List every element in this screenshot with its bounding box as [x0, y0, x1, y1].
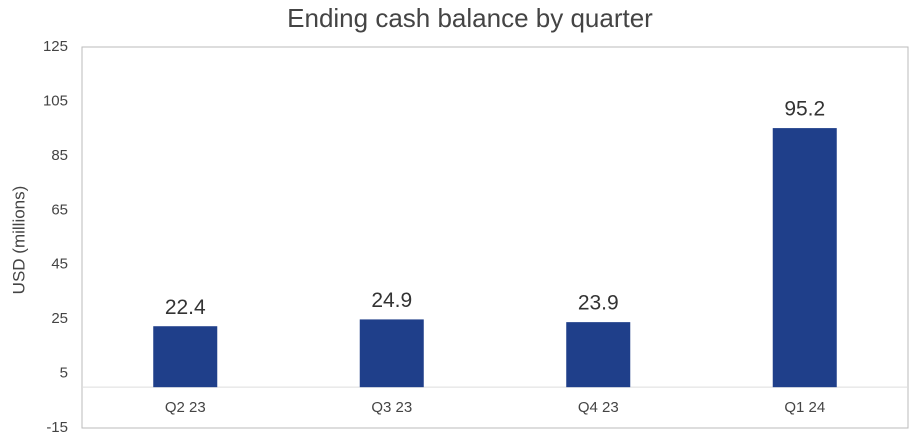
chart-title: Ending cash balance by quarter [287, 3, 653, 33]
data-label: 24.9 [371, 289, 412, 312]
x-tick-label: Q1 24 [784, 399, 825, 416]
y-tick-label: 105 [43, 92, 68, 109]
data-label: 22.4 [165, 296, 206, 319]
y-tick-label: 45 [51, 256, 68, 273]
y-axis-label: USD (millions) [9, 186, 28, 295]
y-tick-label: 25 [51, 310, 68, 327]
bar [359, 319, 424, 388]
plot-frame [81, 46, 909, 429]
data-label: 23.9 [578, 292, 619, 315]
y-tick-label: 85 [51, 147, 68, 164]
y-tick-label: -15 [46, 419, 68, 436]
x-tick-label: Q3 23 [371, 399, 412, 416]
bar [772, 128, 837, 388]
y-tick-label: 65 [51, 201, 68, 218]
data-label: 95.2 [784, 98, 825, 121]
x-tick-label: Q4 23 [578, 399, 619, 416]
bar [566, 322, 631, 388]
bar [153, 326, 218, 388]
y-tick-label: 5 [60, 365, 68, 382]
x-tick-label: Q2 23 [165, 399, 206, 416]
y-tick-label: 125 [43, 38, 68, 55]
